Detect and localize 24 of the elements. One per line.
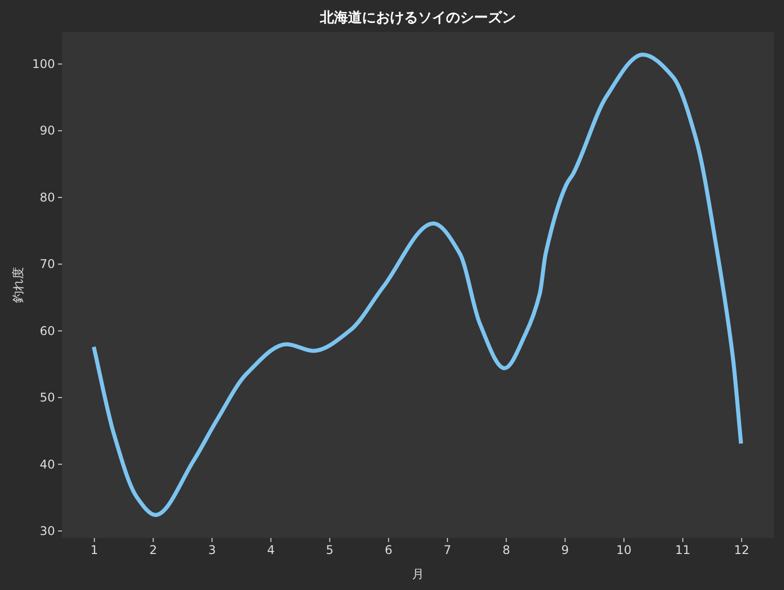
x-tick-label: 7 — [444, 543, 452, 557]
y-tick-label: 50 — [40, 390, 55, 405]
x-tick-label: 10 — [616, 543, 632, 557]
x-tick-label: 4 — [267, 543, 275, 557]
x-tick-label: 6 — [384, 543, 392, 557]
y-axis-title: 釣れ度 — [11, 267, 25, 303]
x-tick-label: 1 — [90, 543, 98, 557]
x-tick-label: 9 — [561, 543, 569, 557]
x-axis-title: 月 — [412, 567, 424, 581]
x-tick-label: 8 — [502, 543, 510, 557]
y-tick-label: 90 — [40, 124, 55, 138]
y-tick-label: 70 — [40, 257, 55, 272]
line-series — [92, 52, 744, 517]
y-tick-label: 40 — [40, 457, 55, 472]
y-tick-label: 100 — [32, 57, 55, 72]
x-tick-label: 2 — [149, 543, 158, 557]
x-tick-label: 3 — [208, 543, 216, 557]
x-tick-label: 11 — [675, 543, 690, 557]
chart-title: 北海道におけるソイのシーズン — [319, 10, 516, 26]
x-tick-label: 12 — [734, 543, 750, 557]
y-tick-label: 60 — [40, 324, 55, 338]
y-tick-label: 80 — [40, 190, 55, 204]
x-tick-label: 5 — [326, 543, 334, 557]
y-tick-label: 30 — [40, 524, 55, 538]
